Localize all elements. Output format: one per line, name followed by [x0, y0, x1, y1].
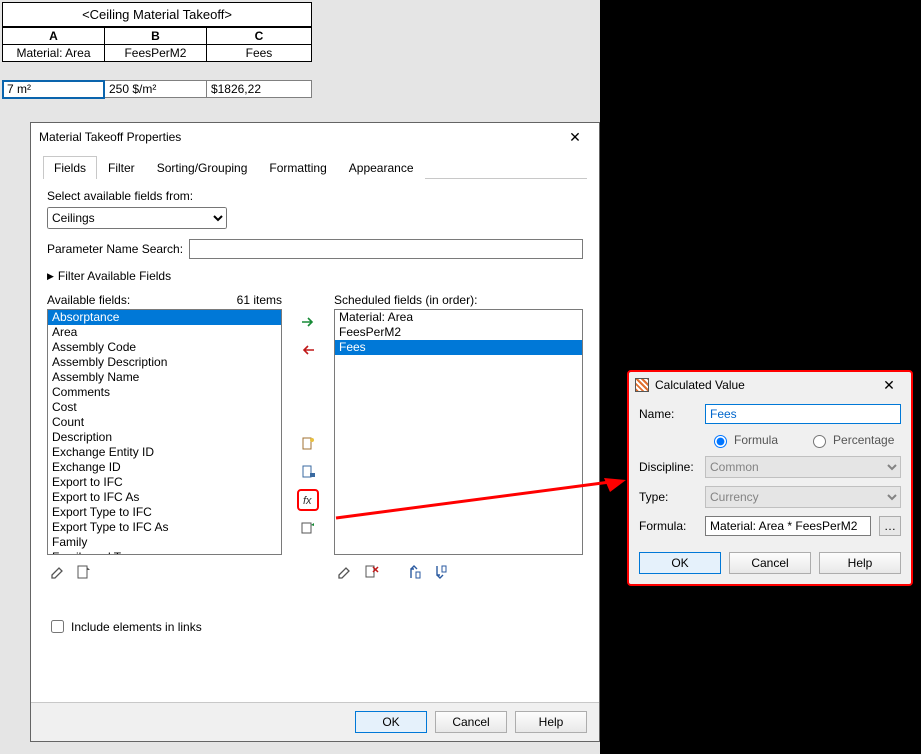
- param-search-input[interactable]: [189, 239, 583, 259]
- formula-radio[interactable]: Formula: [709, 432, 778, 448]
- param-search-label: Parameter Name Search:: [47, 242, 183, 256]
- cell-fees[interactable]: $1826,22: [206, 81, 311, 98]
- col-letter: A: [49, 29, 58, 43]
- list-item[interactable]: Comments: [48, 385, 281, 400]
- available-count: 61 items: [237, 293, 282, 307]
- name-input[interactable]: [705, 404, 901, 424]
- list-item[interactable]: Assembly Description: [48, 355, 281, 370]
- list-item[interactable]: Description: [48, 430, 281, 445]
- discipline-label: Discipline:: [639, 460, 697, 474]
- scheduled-fields-label: Scheduled fields (in order):: [334, 293, 477, 307]
- dialog-icon: [635, 378, 649, 392]
- tab-sorting-grouping[interactable]: Sorting/Grouping: [146, 156, 259, 179]
- list-item[interactable]: Assembly Name: [48, 370, 281, 385]
- list-item[interactable]: Export Type to IFC As: [48, 520, 281, 535]
- list-item[interactable]: Family and Type: [48, 550, 281, 555]
- include-links-checkbox[interactable]: [51, 620, 64, 633]
- category-select[interactable]: Ceilings: [47, 207, 227, 229]
- list-item[interactable]: Count: [48, 415, 281, 430]
- delete-field-icon[interactable]: [360, 561, 382, 583]
- filter-available-expander[interactable]: ▶ Filter Available Fields: [47, 269, 583, 283]
- cancel-button[interactable]: Cancel: [729, 552, 811, 574]
- list-item[interactable]: Exchange ID: [48, 460, 281, 475]
- help-button[interactable]: Help: [819, 552, 901, 574]
- popup-title: Calculated Value: [655, 378, 873, 392]
- available-fields-list[interactable]: AbsorptanceAreaAssembly CodeAssembly Des…: [47, 309, 282, 555]
- col-letter: B: [151, 29, 160, 43]
- calculated-value-dialog: Calculated Value ✕ Name: Formula Percent…: [627, 370, 913, 586]
- dialog-title: Material Takeoff Properties: [39, 130, 559, 144]
- col-header: Material: Area: [3, 45, 105, 62]
- available-fields-label: Available fields:: [47, 293, 130, 307]
- list-item[interactable]: Export to IFC: [48, 475, 281, 490]
- col-letter: C: [255, 29, 264, 43]
- formula-input[interactable]: [705, 516, 871, 536]
- svg-text:fx: fx: [303, 495, 312, 507]
- formula-label: Formula:: [639, 519, 697, 533]
- include-links-label: Include elements in links: [71, 620, 202, 634]
- combine-param-icon[interactable]: [297, 517, 319, 539]
- col-header: Fees: [206, 45, 311, 62]
- new-param-icon[interactable]: [73, 561, 95, 583]
- list-item[interactable]: Area: [48, 325, 281, 340]
- formula-browse-button[interactable]: …: [879, 516, 901, 536]
- tab-fields[interactable]: Fields: [43, 156, 97, 179]
- move-down-icon[interactable]: [430, 561, 452, 583]
- schedule-header-table: A B C Material: Area FeesPerM2 Fees: [2, 27, 312, 62]
- percentage-radio[interactable]: Percentage: [808, 432, 894, 448]
- schedule-title: <Ceiling Material Takeoff>: [2, 2, 312, 27]
- tab-filter[interactable]: Filter: [97, 156, 146, 179]
- list-item[interactable]: Family: [48, 535, 281, 550]
- name-label: Name:: [639, 407, 697, 421]
- chevron-right-icon: ▶: [47, 271, 54, 282]
- list-item[interactable]: Export to IFC As: [48, 490, 281, 505]
- project-param-icon[interactable]: [297, 461, 319, 483]
- ok-button[interactable]: OK: [355, 711, 427, 733]
- tab-appearance[interactable]: Appearance: [338, 156, 425, 179]
- list-item[interactable]: FeesPerM2: [335, 325, 582, 340]
- type-select[interactable]: Currency: [705, 486, 901, 508]
- close-icon[interactable]: ✕: [559, 129, 591, 146]
- list-item[interactable]: Exchange Entity ID: [48, 445, 281, 460]
- edit-field-icon[interactable]: [334, 561, 356, 583]
- schedule-panel: <Ceiling Material Takeoff> A B C Materia…: [2, 2, 312, 62]
- col-header: FeesPerM2: [104, 45, 206, 62]
- close-icon[interactable]: ✕: [873, 377, 905, 394]
- select-fields-label: Select available fields from:: [47, 189, 583, 203]
- material-takeoff-properties-dialog: Material Takeoff Properties ✕ FieldsFilt…: [30, 122, 600, 742]
- cell-area[interactable]: 7 m²: [3, 81, 105, 98]
- move-up-icon[interactable]: [404, 561, 426, 583]
- ok-button[interactable]: OK: [639, 552, 721, 574]
- add-field-icon[interactable]: [297, 311, 319, 333]
- list-item[interactable]: Material: Area: [335, 310, 582, 325]
- list-item[interactable]: Assembly Code: [48, 340, 281, 355]
- tab-formatting[interactable]: Formatting: [258, 156, 337, 179]
- list-item[interactable]: Cost: [48, 400, 281, 415]
- help-button[interactable]: Help: [515, 711, 587, 733]
- new-shared-param-icon[interactable]: [297, 433, 319, 455]
- calculated-value-icon[interactable]: fx: [297, 489, 319, 511]
- schedule-data-row[interactable]: 7 m² 250 $/m² $1826,22: [2, 80, 312, 98]
- edit-icon[interactable]: [47, 561, 69, 583]
- list-item[interactable]: Export Type to IFC: [48, 505, 281, 520]
- discipline-select[interactable]: Common: [705, 456, 901, 478]
- list-item[interactable]: Fees: [335, 340, 582, 355]
- scheduled-fields-list[interactable]: Material: AreaFeesPerM2Fees: [334, 309, 583, 555]
- type-label: Type:: [639, 490, 697, 504]
- remove-field-icon[interactable]: [297, 339, 319, 361]
- tabs: FieldsFilterSorting/GroupingFormattingAp…: [43, 155, 587, 179]
- list-item[interactable]: Absorptance: [48, 310, 281, 325]
- cancel-button[interactable]: Cancel: [435, 711, 507, 733]
- cell-fees-per-m2[interactable]: 250 $/m²: [104, 81, 206, 98]
